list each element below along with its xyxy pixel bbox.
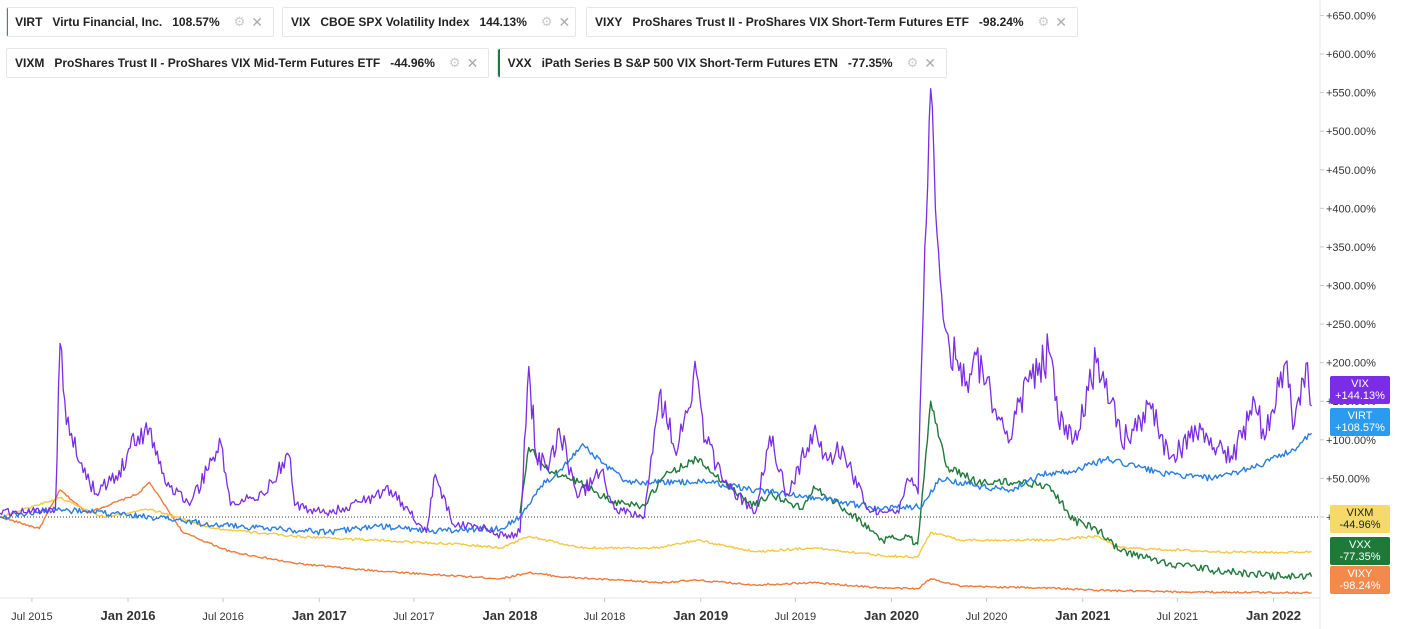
y-tick-label: +650.00% xyxy=(1326,10,1376,22)
legend-item-vixm[interactable]: VIXM ProShares Trust II - ProShares VIX M… xyxy=(6,48,489,78)
legend-symbol: VIRT xyxy=(15,15,43,29)
legend-color-bar xyxy=(498,49,500,77)
series-line-vixy xyxy=(0,481,1312,595)
series-line-virt xyxy=(0,432,1313,536)
price-tag-symbol: VIXM xyxy=(1346,507,1374,519)
x-tick-label: Jul 2015 xyxy=(11,611,53,623)
legend-percent: -98.24% xyxy=(978,15,1024,29)
legend-percent: 144.13% xyxy=(479,15,527,29)
x-tick-label: Jul 2017 xyxy=(393,611,435,623)
legend-name: Virtu Financial, Inc. xyxy=(52,15,163,29)
x-axis-ticks: Jul 2015 Jan 2016 Jul 2016 Jan 2017 Jul 2017… xyxy=(11,598,1301,623)
x-tick-label: Jul 2018 xyxy=(584,611,626,623)
legend-percent: 108.57% xyxy=(172,15,220,29)
price-tag-vixy: VIXY -98.24% xyxy=(1330,566,1390,594)
legend-item-vixy[interactable]: VIXY ProShares Trust II - ProShares VIX S… xyxy=(586,7,1078,37)
y-tick-label: +450.00% xyxy=(1326,165,1376,177)
series-lines xyxy=(0,88,1313,595)
y-tick-label: +100.00% xyxy=(1326,435,1376,447)
x-tick-label: Jan 2021 xyxy=(1055,608,1110,623)
close-icon[interactable]: ✕ xyxy=(558,13,571,30)
legend-symbol: VIXY xyxy=(595,15,623,29)
gear-icon[interactable]: ⚙ xyxy=(1037,14,1050,29)
price-tag-vxx: VXX -77.35% xyxy=(1330,537,1390,565)
gear-icon[interactable]: ⚙ xyxy=(233,14,246,29)
price-tag-value: -98.24% xyxy=(1339,580,1381,592)
price-tag-symbol: VIRT xyxy=(1347,410,1373,422)
series-line-vix xyxy=(0,88,1313,539)
legend-name: CBOE SPX Volatility Index xyxy=(320,15,470,29)
x-tick-label: Jul 2020 xyxy=(966,611,1008,623)
x-tick-label: Jul 2021 xyxy=(1157,611,1199,623)
price-tag-vixm: VIXM -44.96% xyxy=(1330,505,1390,533)
gear-icon[interactable]: ⚙ xyxy=(540,14,553,29)
legend-percent: -77.35% xyxy=(847,56,893,70)
legend-item-vxx[interactable]: VXX iPath Series B S&P 500 VIX Short-Term… xyxy=(497,48,947,78)
price-tag-value: +144.13% xyxy=(1335,390,1385,402)
price-tag-value: -77.35% xyxy=(1339,551,1381,563)
x-tick-label: Jan 2019 xyxy=(673,608,728,623)
legend-item-virt[interactable]: VIRT Virtu Financial, Inc. 108.57% ⚙ ✕ xyxy=(6,7,274,37)
legend-name: ProShares Trust II - ProShares VIX Short… xyxy=(632,15,969,29)
legend-symbol: VIX xyxy=(291,15,311,29)
price-tag-symbol: VIXY xyxy=(1347,568,1373,580)
y-tick-label: +200.00% xyxy=(1326,358,1376,370)
close-icon[interactable]: ✕ xyxy=(466,54,479,71)
y-tick-label: +250.00% xyxy=(1326,319,1376,331)
legend-name: ProShares Trust II - ProShares VIX Mid-T… xyxy=(54,56,381,70)
legend-name: iPath Series B S&P 500 VIX Short-Term Fu… xyxy=(541,56,838,70)
x-tick-label: Jan 2017 xyxy=(292,608,347,623)
y-tick-label: +50.00% xyxy=(1326,473,1370,485)
x-tick-label: Jan 2020 xyxy=(864,608,919,623)
legend-symbol: VXX xyxy=(507,56,532,70)
y-tick-label: +350.00% xyxy=(1326,242,1376,254)
legend-percent: -44.96% xyxy=(390,56,435,70)
legend-symbol: VIXM xyxy=(15,56,45,70)
close-icon[interactable]: ✕ xyxy=(251,13,263,30)
close-icon[interactable]: ✕ xyxy=(924,54,936,71)
x-tick-label: Jul 2016 xyxy=(202,611,244,623)
price-tag-value: +108.57% xyxy=(1335,422,1385,434)
legend-item-vix[interactable]: VIX CBOE SPX Volatility Index 144.13% ⚙ ✕ xyxy=(282,7,576,37)
y-tick-label: +550.00% xyxy=(1326,88,1376,100)
close-icon[interactable]: ✕ xyxy=(1055,13,1067,30)
price-tag-symbol: VIX xyxy=(1351,378,1369,390)
y-tick-label: +600.00% xyxy=(1326,49,1376,61)
y-tick-label: +400.00% xyxy=(1326,203,1376,215)
x-tick-label: Jan 2018 xyxy=(483,608,538,623)
x-tick-label: Jan 2022 xyxy=(1246,608,1301,623)
gear-icon[interactable]: ⚙ xyxy=(448,55,461,70)
series-line-vixm xyxy=(0,496,1312,559)
price-tag-symbol: VXX xyxy=(1348,539,1371,551)
price-tag-value: -44.96% xyxy=(1339,519,1381,531)
x-tick-label: Jan 2016 xyxy=(101,608,156,623)
y-tick-label: +500.00% xyxy=(1326,126,1376,138)
gear-icon[interactable]: ⚙ xyxy=(906,55,919,70)
y-tick-label: +300.00% xyxy=(1326,280,1376,292)
series-line-vxx xyxy=(519,400,1313,580)
price-tag-vix: VIX +144.13% xyxy=(1330,376,1390,404)
x-tick-label: Jul 2019 xyxy=(775,611,817,623)
price-tag-virt: VIRT +108.57% xyxy=(1330,408,1390,436)
